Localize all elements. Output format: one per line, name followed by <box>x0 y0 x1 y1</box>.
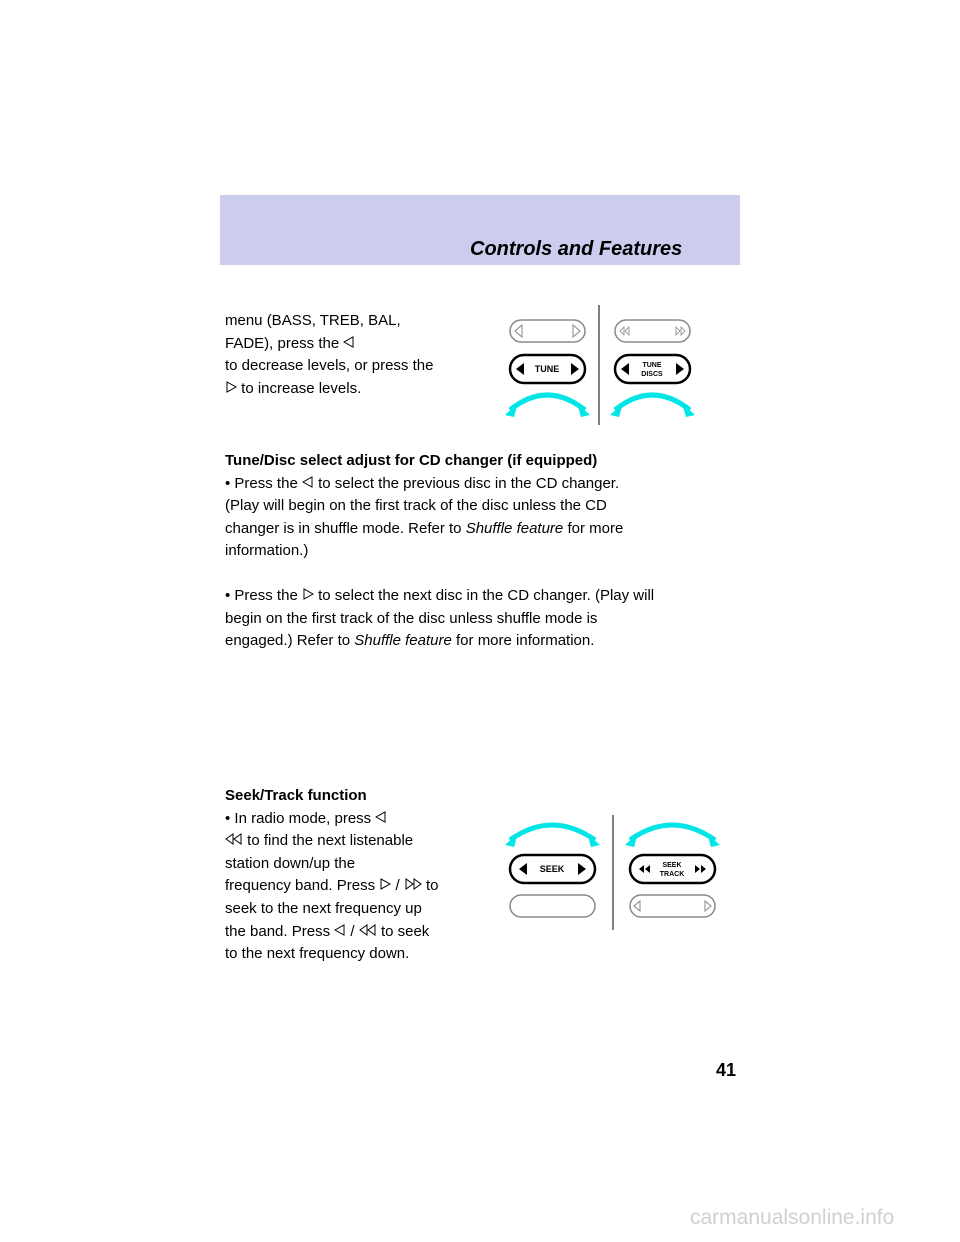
text: • Press the <box>225 475 298 492</box>
text: changer is in shuffle mode. Refer to <box>225 520 462 537</box>
watermark: carmanualsonline.info <box>690 1206 894 1230</box>
text: / <box>350 923 354 940</box>
svg-text:SEEK: SEEK <box>662 862 681 869</box>
text: seek to the next frequency up <box>225 900 422 917</box>
page-header-title: Controls and Features <box>470 238 682 261</box>
text: station down/up the <box>225 855 355 872</box>
text: to seek <box>381 923 429 940</box>
text-tune-adjust: menu (BASS, TREB, BAL, FADE), press the … <box>225 310 495 400</box>
text-italic: Shuffle feature <box>466 520 564 537</box>
manual-page: Controls and Features menu (BASS, TREB, … <box>0 0 960 1242</box>
svg-text:TUNE: TUNE <box>642 362 661 369</box>
subtitle: Tune/Disc select adjust for CD changer (… <box>225 452 597 469</box>
seek-diagram-svg: SEEK SEEK TRACK <box>500 805 735 935</box>
triangle-right-icon <box>225 378 237 401</box>
text-tune-disc-cd: Tune/Disc select adjust for CD changer (… <box>225 450 735 653</box>
text: to decrease levels, or press the <box>225 357 433 374</box>
triangle-right-icon <box>379 875 391 898</box>
text: to select the previous disc in the CD ch… <box>318 475 619 492</box>
subtitle: Seek/Track function <box>225 787 367 804</box>
triangle-right-icon <box>302 585 314 608</box>
svg-text:DISCS: DISCS <box>641 371 663 378</box>
double-triangle-right-icon <box>404 875 422 898</box>
double-triangle-left-icon <box>225 830 243 853</box>
svg-text:SEEK: SEEK <box>540 864 565 874</box>
double-triangle-left-icon <box>359 921 377 944</box>
triangle-left-icon <box>375 808 387 831</box>
text: FADE), press the <box>225 335 339 352</box>
text: to find the next listenable <box>247 832 413 849</box>
text-italic: Shuffle feature <box>354 632 452 649</box>
text: engaged.) Refer to <box>225 632 350 649</box>
svg-text:TUNE: TUNE <box>535 364 560 374</box>
text: • Press the <box>225 587 298 604</box>
text: (Play will begin on the first track of t… <box>225 497 607 514</box>
text: / <box>395 878 399 895</box>
seek-button-diagram: SEEK SEEK TRACK <box>500 805 735 935</box>
text: to <box>426 878 439 895</box>
tune-button-diagram: TUNE TUNE DISCS <box>500 305 710 435</box>
text-seek-track: Seek/Track function • In radio mode, pre… <box>225 785 495 966</box>
text: menu (BASS, TREB, BAL, <box>225 312 401 329</box>
text: frequency band. Press <box>225 878 375 895</box>
text: for more information. <box>456 632 594 649</box>
triangle-left-icon <box>334 921 346 944</box>
page-number: 41 <box>716 1060 736 1081</box>
text: to select the next disc in the CD change… <box>318 587 654 604</box>
text: to increase levels. <box>241 380 361 397</box>
tune-diagram-svg: TUNE TUNE DISCS <box>500 305 710 435</box>
text: to the next frequency down. <box>225 945 409 962</box>
text: • In radio mode, press <box>225 810 371 827</box>
text: for more <box>567 520 623 537</box>
triangle-left-icon <box>302 473 314 496</box>
triangle-left-icon <box>343 333 355 356</box>
text: the band. Press <box>225 923 330 940</box>
svg-text:TRACK: TRACK <box>660 871 685 878</box>
text: information.) <box>225 542 308 559</box>
text: begin on the first track of the disc unl… <box>225 610 597 627</box>
